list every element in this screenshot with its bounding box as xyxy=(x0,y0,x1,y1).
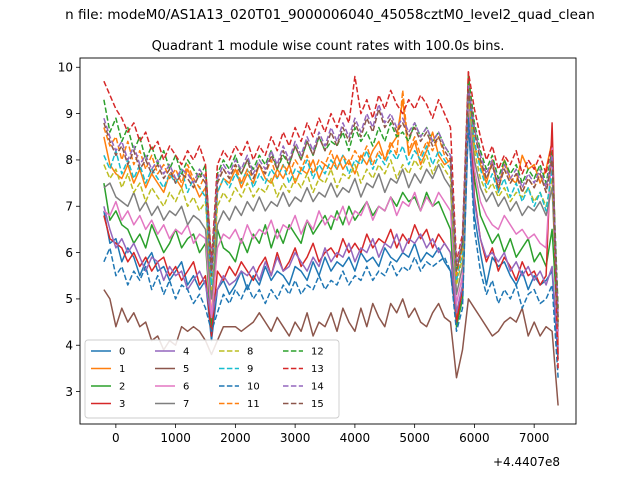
series-line-2 xyxy=(103,112,559,333)
legend-label-0: 0 xyxy=(119,347,125,358)
y-tick-label: 7 xyxy=(65,200,73,214)
series-line-10 xyxy=(103,117,559,378)
series-line-9 xyxy=(103,85,559,318)
series-line-1 xyxy=(103,80,559,346)
legend-label-9: 9 xyxy=(247,364,253,375)
legend-label-14: 14 xyxy=(311,382,324,393)
x-tick-label: 2000 xyxy=(220,431,251,445)
series-line-0 xyxy=(103,122,559,360)
series-line-8 xyxy=(103,94,559,323)
legend-box xyxy=(84,339,340,419)
chart-suptitle: n file: modeM0/AS1A13_020T01_9000006040_… xyxy=(65,7,595,23)
x-tick-label: 4000 xyxy=(340,431,371,445)
x-tick-label: 7000 xyxy=(519,431,550,445)
legend-label-4: 4 xyxy=(183,347,189,358)
y-axis: 3 4 5 6 7 8 9 10 xyxy=(58,61,80,399)
x-tick-label: 3000 xyxy=(280,431,311,445)
legend-label-5: 5 xyxy=(183,364,189,375)
legend-label-8: 8 xyxy=(247,347,253,358)
axes-frame xyxy=(79,57,577,425)
legend-label-10: 10 xyxy=(247,382,260,393)
y-tick-label: 5 xyxy=(65,292,73,306)
legend-label-7: 7 xyxy=(183,399,189,410)
series-layer xyxy=(103,71,559,406)
series-line-15 xyxy=(103,89,559,323)
series-line-14 xyxy=(103,85,559,318)
series-line-12 xyxy=(103,75,559,309)
legend-label-11: 11 xyxy=(247,399,260,410)
series-line-4 xyxy=(103,117,559,350)
chart-title: Quadrant 1 module wise count rates with … xyxy=(152,39,505,54)
series-line-13 xyxy=(103,71,559,369)
x-tick-label: 5000 xyxy=(399,431,430,445)
legend-label-2: 2 xyxy=(119,382,125,393)
y-tick-label: 9 xyxy=(65,107,73,121)
y-tick-label: 3 xyxy=(65,385,73,399)
x-offset-label: +4.4407e8 xyxy=(493,455,560,469)
legend-label-13: 13 xyxy=(311,364,324,375)
y-tick-label: 4 xyxy=(65,339,73,353)
x-tick-label: 1000 xyxy=(160,431,191,445)
series-line-5 xyxy=(103,289,559,406)
plot-area: 0 1000 2000 3000 4000 5000 6000 7000 345678910 … xyxy=(58,57,577,469)
y-tick-label: 8 xyxy=(65,153,73,167)
y-tick-label: 10 xyxy=(58,61,73,75)
legend-label-6: 6 xyxy=(183,382,189,393)
legend-label-15: 15 xyxy=(311,399,324,410)
legend-label-3: 3 xyxy=(119,399,125,410)
legend-label-12: 12 xyxy=(311,347,324,358)
series-line-7 xyxy=(103,89,559,327)
legend-label-1: 1 xyxy=(119,364,125,375)
series-line-6 xyxy=(103,98,559,337)
x-tick-label: 6000 xyxy=(459,431,490,445)
x-tick-label: 0 xyxy=(112,431,120,445)
x-axis: 0 1000 2000 3000 4000 5000 6000 7000 xyxy=(112,424,549,445)
y-tick-label: 6 xyxy=(65,246,73,260)
